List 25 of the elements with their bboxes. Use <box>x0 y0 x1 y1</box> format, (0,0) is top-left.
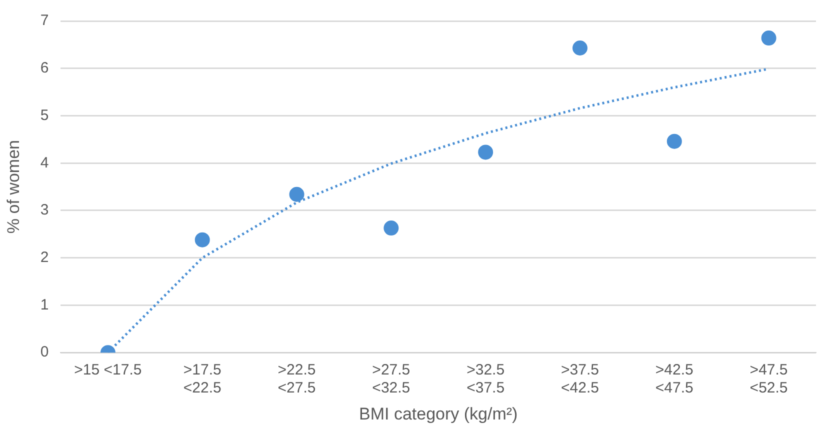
x-tick-label: >15 <17.5 <box>74 362 142 379</box>
x-tick-label: >27.5 <32.5 <box>372 362 410 397</box>
x-axis-title: BMI category (kg/m²) <box>359 404 518 424</box>
x-tick-label: >22.5 <27.5 <box>278 362 316 397</box>
y-tick-label: 3 <box>40 202 49 219</box>
x-tick-label: >47.5 <52.5 <box>750 362 788 397</box>
x-tick-label: >37.5 <42.5 <box>561 362 599 397</box>
x-tick-label: >32.5 <37.5 <box>466 362 505 397</box>
x-tick-label: >17.5 <22.5 <box>183 362 222 397</box>
point <box>761 30 776 46</box>
y-tick-label: 0 <box>40 344 49 361</box>
y-tick-label: 7 <box>40 12 49 30</box>
point <box>666 134 682 149</box>
y-tick-label: 1 <box>40 296 49 314</box>
point <box>384 220 399 236</box>
y-axis-title: % of women <box>4 140 23 234</box>
y-tick-label: 2 <box>40 249 49 266</box>
point <box>289 186 304 202</box>
y-tick-label: 4 <box>40 154 49 172</box>
y-tick-label: 5 <box>40 106 49 124</box>
point <box>572 40 588 56</box>
y-tick-label: 6 <box>40 60 49 77</box>
point <box>194 232 210 248</box>
point <box>478 144 494 160</box>
x-tick-label: >42.5 <47.5 <box>655 362 694 397</box>
